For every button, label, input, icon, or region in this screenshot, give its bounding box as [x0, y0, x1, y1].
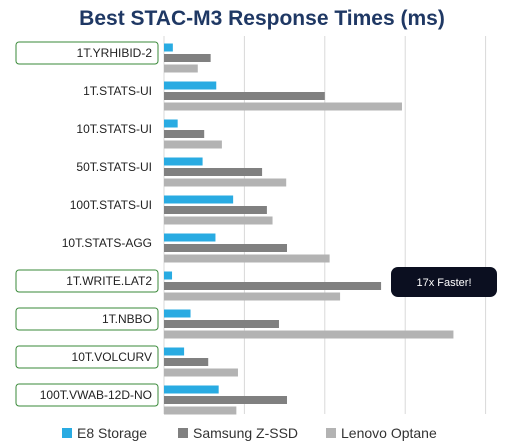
bar-lenovo-optane-100t-vwab-12d-no: [164, 406, 237, 415]
callout: 17x Faster!: [391, 267, 497, 297]
bar-samsung-z-ssd-100t-stats-ui: [164, 206, 267, 214]
category-label-10t-stats-agg: 10T.STATS-AGG: [62, 236, 152, 250]
bar-lenovo-optane-1t-stats-ui: [164, 102, 402, 111]
category-label-1t-stats-ui: 1T.STATS-UI: [83, 84, 152, 98]
bar-lenovo-optane-1t-write-lat2: [164, 292, 341, 301]
bar-e8-storage-1t-nbbo: [164, 309, 191, 318]
bar-lenovo-optane-100t-stats-ui: [164, 216, 273, 225]
bar-samsung-z-ssd-50t-stats-ui: [164, 168, 263, 176]
legend-swatch-lenovo-optane: [326, 428, 336, 438]
bar-e8-storage-10t-stats-agg: [164, 233, 216, 242]
legend-swatch-samsung-z-ssd: [178, 428, 188, 438]
category-labels: 1T.YRHIBID-2 1T.STATS-UI 10T.STATS-UI 50T.S…: [15, 41, 159, 407]
legend-label-samsung-z-ssd: Samsung Z-SSD: [193, 425, 298, 441]
bars: [164, 43, 454, 415]
bar-e8-storage-1t-write-lat2: [164, 271, 173, 280]
callout-text: 17x Faster!: [416, 277, 471, 289]
category-label-100t-vwab-12d-no: 100T.VWAB-12D-NO: [40, 388, 152, 402]
category-label-1t-yrhibid-2: 1T.YRHIBID-2: [77, 46, 153, 60]
bar-samsung-z-ssd-10t-stats-agg: [164, 244, 288, 252]
bar-samsung-z-ssd-10t-volcurv: [164, 358, 209, 366]
chart-title: Best STAC-M3 Response Times (ms): [79, 7, 445, 30]
bar-samsung-z-ssd-1t-nbbo: [164, 320, 279, 328]
category-label-1t-nbbo: 1T.NBBO: [102, 312, 152, 326]
bar-lenovo-optane-10t-stats-ui: [164, 140, 222, 149]
category-highlight-box: [15, 345, 159, 369]
legend-label-lenovo-optane: Lenovo Optane: [341, 425, 437, 441]
bar-e8-storage-50t-stats-ui: [164, 157, 203, 166]
bar-e8-storage-1t-stats-ui: [164, 81, 217, 90]
category-label-50t-stats-ui: 50T.STATS-UI: [76, 160, 152, 174]
bar-e8-storage-100t-vwab-12d-no: [164, 385, 219, 394]
category-highlight-box: [15, 41, 159, 65]
category-label-1t-write-lat2: 1T.WRITE.LAT2: [66, 274, 152, 288]
bar-lenovo-optane-10t-stats-agg: [164, 254, 330, 263]
category-label-10t-stats-ui: 10T.STATS-UI: [76, 122, 152, 136]
bar-lenovo-optane-1t-nbbo: [164, 330, 454, 339]
legend: E8 Storage Samsung Z-SSD Lenovo Optane: [62, 425, 437, 441]
bar-e8-storage-1t-yrhibid-2: [164, 43, 173, 52]
bar-e8-storage-10t-volcurv: [164, 347, 185, 356]
bar-samsung-z-ssd-100t-vwab-12d-no: [164, 396, 288, 404]
bar-lenovo-optane-50t-stats-ui: [164, 178, 287, 187]
category-highlight-box: [15, 383, 159, 407]
legend-swatch-e8-storage: [62, 428, 72, 438]
category-label-10t-volcurv: 10T.VOLCURV: [72, 350, 152, 364]
legend-label-e8-storage: E8 Storage: [77, 425, 147, 441]
bar-e8-storage-100t-stats-ui: [164, 195, 234, 204]
callout-box: [391, 267, 497, 297]
category-highlight-box: [15, 307, 159, 331]
bar-samsung-z-ssd-10t-stats-ui: [164, 130, 205, 138]
bar-samsung-z-ssd-1t-yrhibid-2: [164, 54, 211, 62]
bar-samsung-z-ssd-1t-write-lat2: [164, 282, 382, 290]
bar-lenovo-optane-10t-volcurv: [164, 368, 238, 377]
category-highlight-box: [15, 269, 159, 293]
category-label-100t-stats-ui: 100T.STATS-UI: [70, 198, 152, 212]
bar-e8-storage-10t-stats-ui: [164, 119, 178, 128]
bar-samsung-z-ssd-1t-stats-ui: [164, 92, 325, 100]
bar-lenovo-optane-1t-yrhibid-2: [164, 64, 198, 73]
